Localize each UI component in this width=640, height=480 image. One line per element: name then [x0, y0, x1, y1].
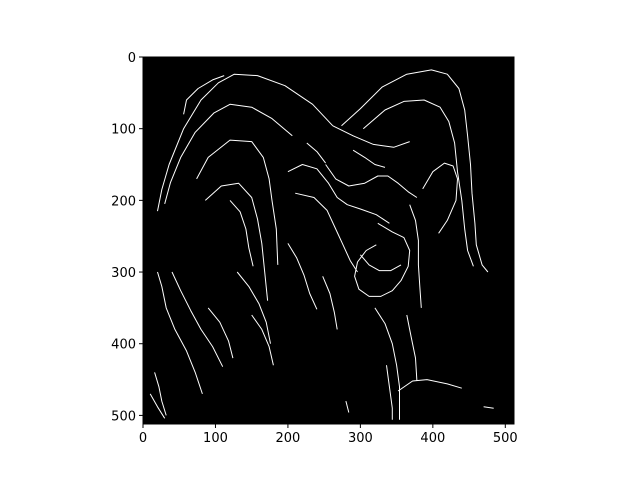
- edge-path-23: [397, 379, 462, 392]
- x-axis: 0 100 200 300 400 500: [139, 424, 518, 446]
- edge-path-0: [157, 73, 334, 212]
- edge-path-20: [374, 307, 400, 420]
- y-tick-label: 400: [111, 338, 136, 353]
- x-tick-label: 0: [139, 431, 147, 446]
- edge-path-11: [354, 222, 411, 297]
- edge-path-27: [149, 393, 166, 419]
- edge-path-31: [306, 142, 326, 164]
- edge-path-9: [295, 192, 358, 273]
- edge-path-6: [196, 139, 279, 265]
- edge-path-19: [251, 314, 274, 366]
- x-tick-label: 400: [420, 431, 445, 446]
- edge-path-18: [207, 307, 234, 359]
- edge-path-4: [362, 99, 474, 267]
- edge-lines: [149, 69, 494, 420]
- image-area: [143, 57, 514, 424]
- y-tick-label: 200: [111, 194, 136, 209]
- x-tick-label: 200: [276, 431, 301, 446]
- edge-path-12: [360, 254, 402, 272]
- y-tick-label: 100: [111, 123, 136, 138]
- edge-path-22: [406, 314, 418, 382]
- y-tick-label: 300: [111, 266, 136, 281]
- edge-path-3: [341, 69, 489, 273]
- edge-path-1: [164, 103, 293, 205]
- edge-path-5: [183, 75, 225, 115]
- edge-path-30: [229, 200, 254, 267]
- edge-path-8: [287, 164, 390, 224]
- edge-path-15: [157, 271, 203, 395]
- edge-path-28: [345, 400, 350, 413]
- y-tick-label: 0: [128, 51, 136, 66]
- edge-path-7: [204, 182, 269, 301]
- y-axis: 0 100 200 300 400 500: [111, 51, 143, 424]
- x-tick-label: 500: [493, 431, 518, 446]
- x-tick-label: 300: [348, 431, 373, 446]
- edge-path-16: [171, 271, 224, 367]
- x-tick-label: 100: [203, 431, 228, 446]
- edge-path-29: [483, 406, 494, 409]
- edge-path-25: [322, 276, 338, 330]
- edge-path-32: [352, 149, 386, 168]
- edge-path-10: [325, 164, 418, 198]
- edge-path-17: [236, 271, 271, 344]
- edge-path-13: [422, 162, 458, 234]
- edge-path-2: [332, 125, 410, 148]
- axes-frame: [142, 56, 515, 425]
- edge-path-14: [409, 204, 422, 308]
- y-tick-label: 500: [111, 409, 136, 424]
- edge-path-21: [386, 365, 393, 420]
- edge-path-26: [154, 372, 167, 416]
- edge-path-24: [287, 243, 318, 310]
